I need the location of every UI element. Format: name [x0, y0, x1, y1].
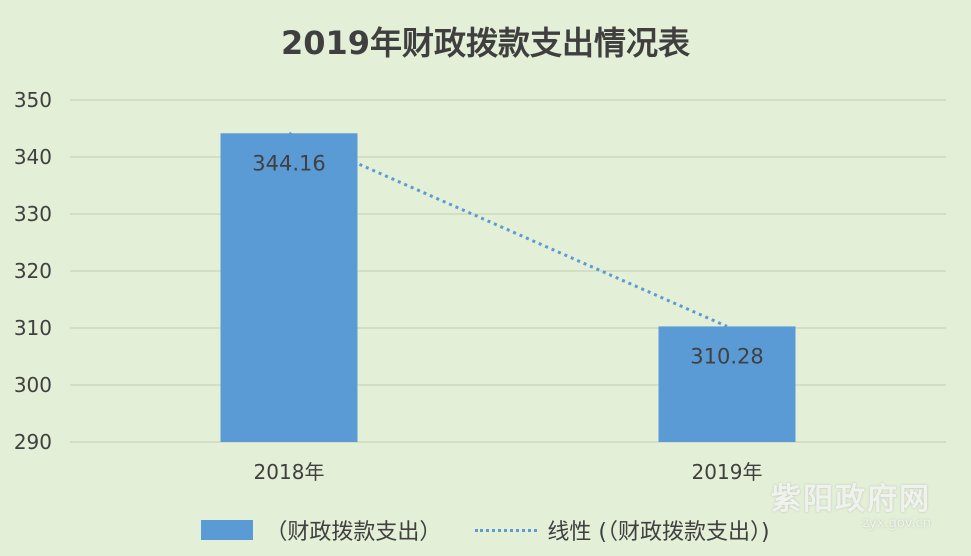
data-label: 310.28: [690, 344, 763, 368]
x-tick-label: 2019年: [692, 460, 763, 484]
watermark-name: 紫阳政府网: [771, 482, 931, 517]
trendline: [288, 131, 728, 328]
bar: [658, 326, 796, 442]
y-tick-label: 290: [14, 430, 52, 454]
legend-trendline-swatch: [475, 528, 538, 532]
bar: [220, 133, 358, 442]
x-tick-label: 2018年: [254, 460, 325, 484]
data-label: 344.16: [252, 151, 325, 175]
y-tick-label: 350: [14, 88, 52, 112]
y-tick-label: 320: [14, 259, 52, 283]
legend-bar-swatch: [201, 520, 254, 540]
y-tick-label: 310: [14, 316, 52, 340]
watermark: 紫阳政府网 zyx.gov.cn: [771, 474, 931, 531]
chart-title: 2019年财政拨款支出情况表: [280, 24, 691, 62]
y-tick-label: 300: [14, 373, 52, 397]
legend: （财政拨款支出） 线性 (（财政拨款支出）): [0, 514, 971, 546]
watermark-url: zyx.gov.cn: [862, 516, 931, 531]
y-tick-label: 330: [14, 202, 52, 226]
legend-trend-label: 线性 (（财政拨款支出）): [547, 520, 770, 545]
y-tick-label: 340: [14, 145, 52, 169]
legend-bar-label: （财政拨款支出）: [265, 520, 442, 545]
